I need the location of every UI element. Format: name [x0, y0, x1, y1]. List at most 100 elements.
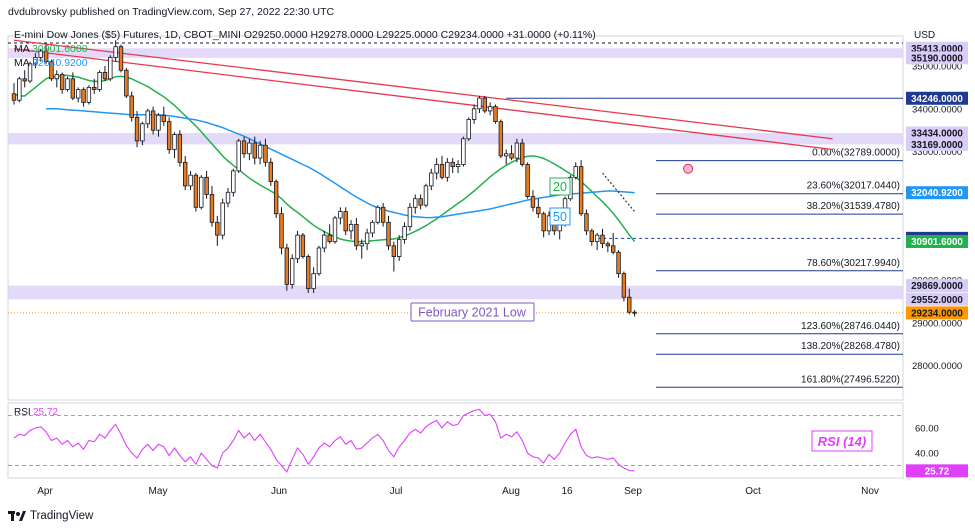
- x-tick-6: Sep: [624, 486, 642, 497]
- candle-body: [306, 256, 311, 290]
- candle-body: [102, 72, 108, 80]
- candle-body: [380, 206, 386, 223]
- candle-body: [370, 221, 375, 234]
- candle-body: [11, 93, 17, 101]
- rsi-last-value: 25.72: [925, 466, 950, 477]
- candle-body: [284, 247, 290, 285]
- price-label-box-7: [906, 234, 968, 248]
- candle-body: [439, 164, 445, 178]
- candle-body: [402, 226, 407, 240]
- candle-body: [268, 161, 273, 182]
- x-tick-3: Jul: [390, 486, 403, 497]
- price-tick-1: 28000.0000: [912, 361, 962, 372]
- price-tick-3: 33000.0000: [912, 147, 962, 158]
- price-label-box-3: [906, 126, 968, 140]
- february-2021-low-label: February 2021 Low: [418, 306, 527, 320]
- candle-body: [300, 234, 306, 257]
- candle-body: [199, 176, 204, 208]
- zone-1: [8, 133, 903, 145]
- candle-body: [188, 174, 193, 187]
- candle-body: [605, 243, 611, 247]
- crossover-marker: [683, 163, 694, 174]
- fib-label-6: 161.80%(27496.5220): [801, 374, 900, 385]
- tradingview-brand[interactable]: TradingView: [8, 510, 93, 522]
- x-tick-7: Oct: [745, 486, 761, 497]
- x-tick-4: Aug: [502, 486, 520, 497]
- price-label-box-9: [906, 292, 968, 306]
- candle-body: [407, 206, 413, 227]
- candle-body: [343, 211, 348, 232]
- tradingview-brand-label: TradingView: [30, 510, 94, 522]
- candle-body: [134, 116, 140, 142]
- candle-body: [498, 121, 504, 157]
- candle-body: [166, 121, 172, 150]
- price-label-box-5: [906, 186, 968, 200]
- candle-body: [161, 114, 166, 123]
- rsi-tick-0: 60.00: [915, 424, 939, 435]
- ma20-legend-label: MA: [14, 43, 30, 55]
- price-label-4: 33169.0000: [911, 140, 963, 151]
- price-label-2: 34246.0000: [911, 94, 963, 105]
- candle-body: [471, 108, 477, 120]
- candle-body: [193, 174, 199, 208]
- candle-body: [236, 140, 241, 172]
- currency-label: USD: [914, 30, 936, 41]
- candle-body: [65, 78, 70, 90]
- candle-body: [263, 144, 268, 163]
- candle-body: [445, 161, 450, 178]
- x-tick-8: Nov: [861, 486, 879, 497]
- candle-body: [359, 243, 364, 247]
- price-tick-0: 29000.0000: [912, 318, 962, 329]
- rsi-line: [13, 408, 635, 473]
- candle-body: [364, 232, 370, 245]
- candle-body: [92, 86, 97, 90]
- price-label-0: 35413.0000: [911, 44, 963, 55]
- candle-body: [257, 144, 263, 159]
- ma20-tag: [549, 177, 571, 196]
- candle-body: [316, 247, 322, 275]
- rsi-title: RSI (14): [818, 434, 866, 449]
- ma50-legend-label: MA: [14, 57, 30, 69]
- candle-body: [514, 142, 520, 159]
- candle-body: [225, 191, 231, 204]
- candle-body: [49, 61, 54, 80]
- candle-body: [386, 221, 391, 247]
- rsi-last-box: [906, 464, 968, 478]
- ma20-legend-value: 30901.6000: [32, 43, 88, 55]
- rsi-tick-1: 40.00: [915, 449, 939, 460]
- candle-body: [423, 185, 429, 206]
- candle-body: [220, 202, 225, 236]
- candle-body: [97, 72, 102, 90]
- candle-body: [541, 213, 546, 232]
- publisher-line: dvdubrovsky published on TradingView.com…: [8, 6, 335, 18]
- candle-body: [38, 50, 43, 58]
- symbol-line: E-mini Dow Jones ($5) Futures, 1D, CBOT_…: [14, 29, 596, 41]
- candle-body: [252, 142, 257, 159]
- candle-body: [86, 86, 92, 103]
- rsi-title-box: [811, 430, 873, 452]
- candle-body: [81, 89, 86, 103]
- rsi-label: RSI: [14, 407, 31, 418]
- price-tick-5: 35000.0000: [912, 61, 962, 72]
- fib-label-4: 123.60%(28746.0440): [801, 321, 900, 332]
- candle-body: [295, 234, 300, 260]
- candle-body: [22, 78, 27, 82]
- candle-body: [348, 224, 354, 232]
- candle-body: [204, 176, 209, 195]
- candle-body: [124, 69, 129, 97]
- x-tick-1: May: [149, 486, 168, 497]
- candle-body: [578, 166, 584, 215]
- price-label-9: 29552.0000: [911, 295, 963, 306]
- candle-body: [33, 57, 38, 65]
- price-label-1: 35190.0000: [911, 53, 963, 64]
- price-label-box-8: [906, 279, 968, 293]
- candle-body: [241, 140, 247, 155]
- candle-body: [118, 46, 124, 71]
- fib-label-2: 38.20%(31539.4780): [807, 201, 900, 212]
- candle-body: [450, 161, 455, 168]
- candle-body: [215, 221, 220, 236]
- candle-body: [530, 196, 536, 208]
- candle-body: [145, 110, 150, 125]
- candle-body: [247, 142, 252, 155]
- zone-2: [8, 285, 903, 300]
